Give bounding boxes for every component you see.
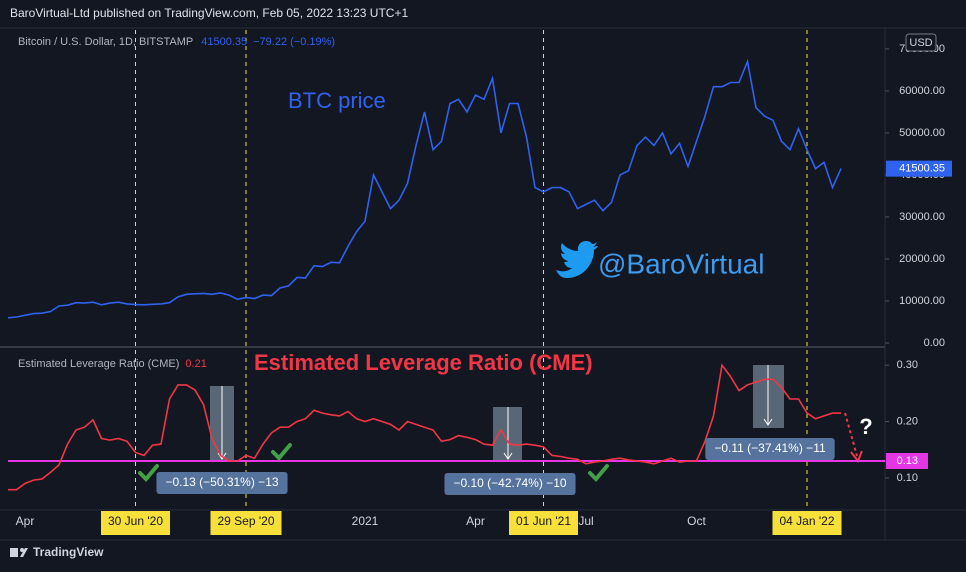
date-highlight: [508, 511, 579, 535]
check-marks: [138, 443, 609, 482]
y-tick-label: 0.00: [924, 337, 945, 349]
x-tick-label: Apr: [16, 514, 35, 528]
twitter-icon: [556, 241, 598, 278]
date-highlight: [210, 511, 282, 535]
y-tick-label: 20000.00: [899, 253, 945, 265]
measure-box: [444, 473, 576, 495]
measure-boxes: [210, 365, 784, 462]
brand: TradingView: [33, 545, 104, 559]
date-highlight: [772, 511, 842, 535]
x-tick-label: 04 Jan '22: [779, 514, 834, 528]
date-highlight: [100, 511, 171, 535]
legend-price: 41500.35: [201, 36, 247, 48]
y-tick-label: 0.10: [897, 472, 918, 484]
legend-change: −79.22 (−0.19%): [253, 36, 335, 48]
series-title: Bitcoin / U.S. Dollar, 1D, BITSTAMP: [18, 36, 193, 48]
x-tick-label: 01 Jun '21: [516, 514, 571, 528]
x-tick-label: 29 Sep '20: [217, 514, 274, 528]
measure-box: [156, 472, 288, 494]
series-line: [7, 58, 842, 319]
annotation: Estimated Leverage Ratio (CME): [254, 350, 593, 375]
annotation: @BaroVirtual: [598, 248, 764, 279]
y-tick-label: 50000.00: [899, 127, 945, 139]
x-tick-label: Jul: [578, 514, 593, 528]
y-tick-label: 0.20: [897, 415, 918, 427]
currency-box: [905, 33, 937, 52]
x-tick-label: 30 Jun '20: [108, 514, 163, 528]
x-tick-label: Apr: [466, 514, 485, 528]
level-label: 0.13: [897, 455, 918, 467]
last-price-box: [886, 160, 952, 177]
measure-label: −0.13 (−50.31%) −13: [165, 475, 278, 489]
currency: USD: [909, 37, 932, 49]
x-tick-label: Oct: [687, 514, 706, 528]
y-tick-label: 10000.00: [899, 295, 945, 307]
series-title: Estimated Leverage Ratio (CME): [18, 358, 179, 370]
y-tick-label: 0.30: [897, 359, 918, 371]
annotation: ?: [859, 414, 872, 439]
x-tick-label: 2021: [352, 514, 379, 528]
series-line: [8, 363, 841, 491]
legend-value: 0.21: [185, 358, 206, 370]
measure-box: [705, 438, 835, 460]
annotation: BTC price: [288, 88, 386, 113]
measure-label: −0.11 (−37.41%) −11: [714, 441, 826, 455]
y-tick-label: 30000.00: [899, 211, 945, 223]
last-price-label: 41500.35: [899, 163, 945, 175]
publisher: BaroVirtual-Ltd published on TradingView…: [10, 6, 408, 20]
measure-label: −0.10 (−42.74%) −10: [453, 476, 566, 490]
level-box: [886, 452, 928, 469]
y-tick-label: 60000.00: [899, 85, 945, 97]
tradingview-logo: [10, 548, 28, 557]
